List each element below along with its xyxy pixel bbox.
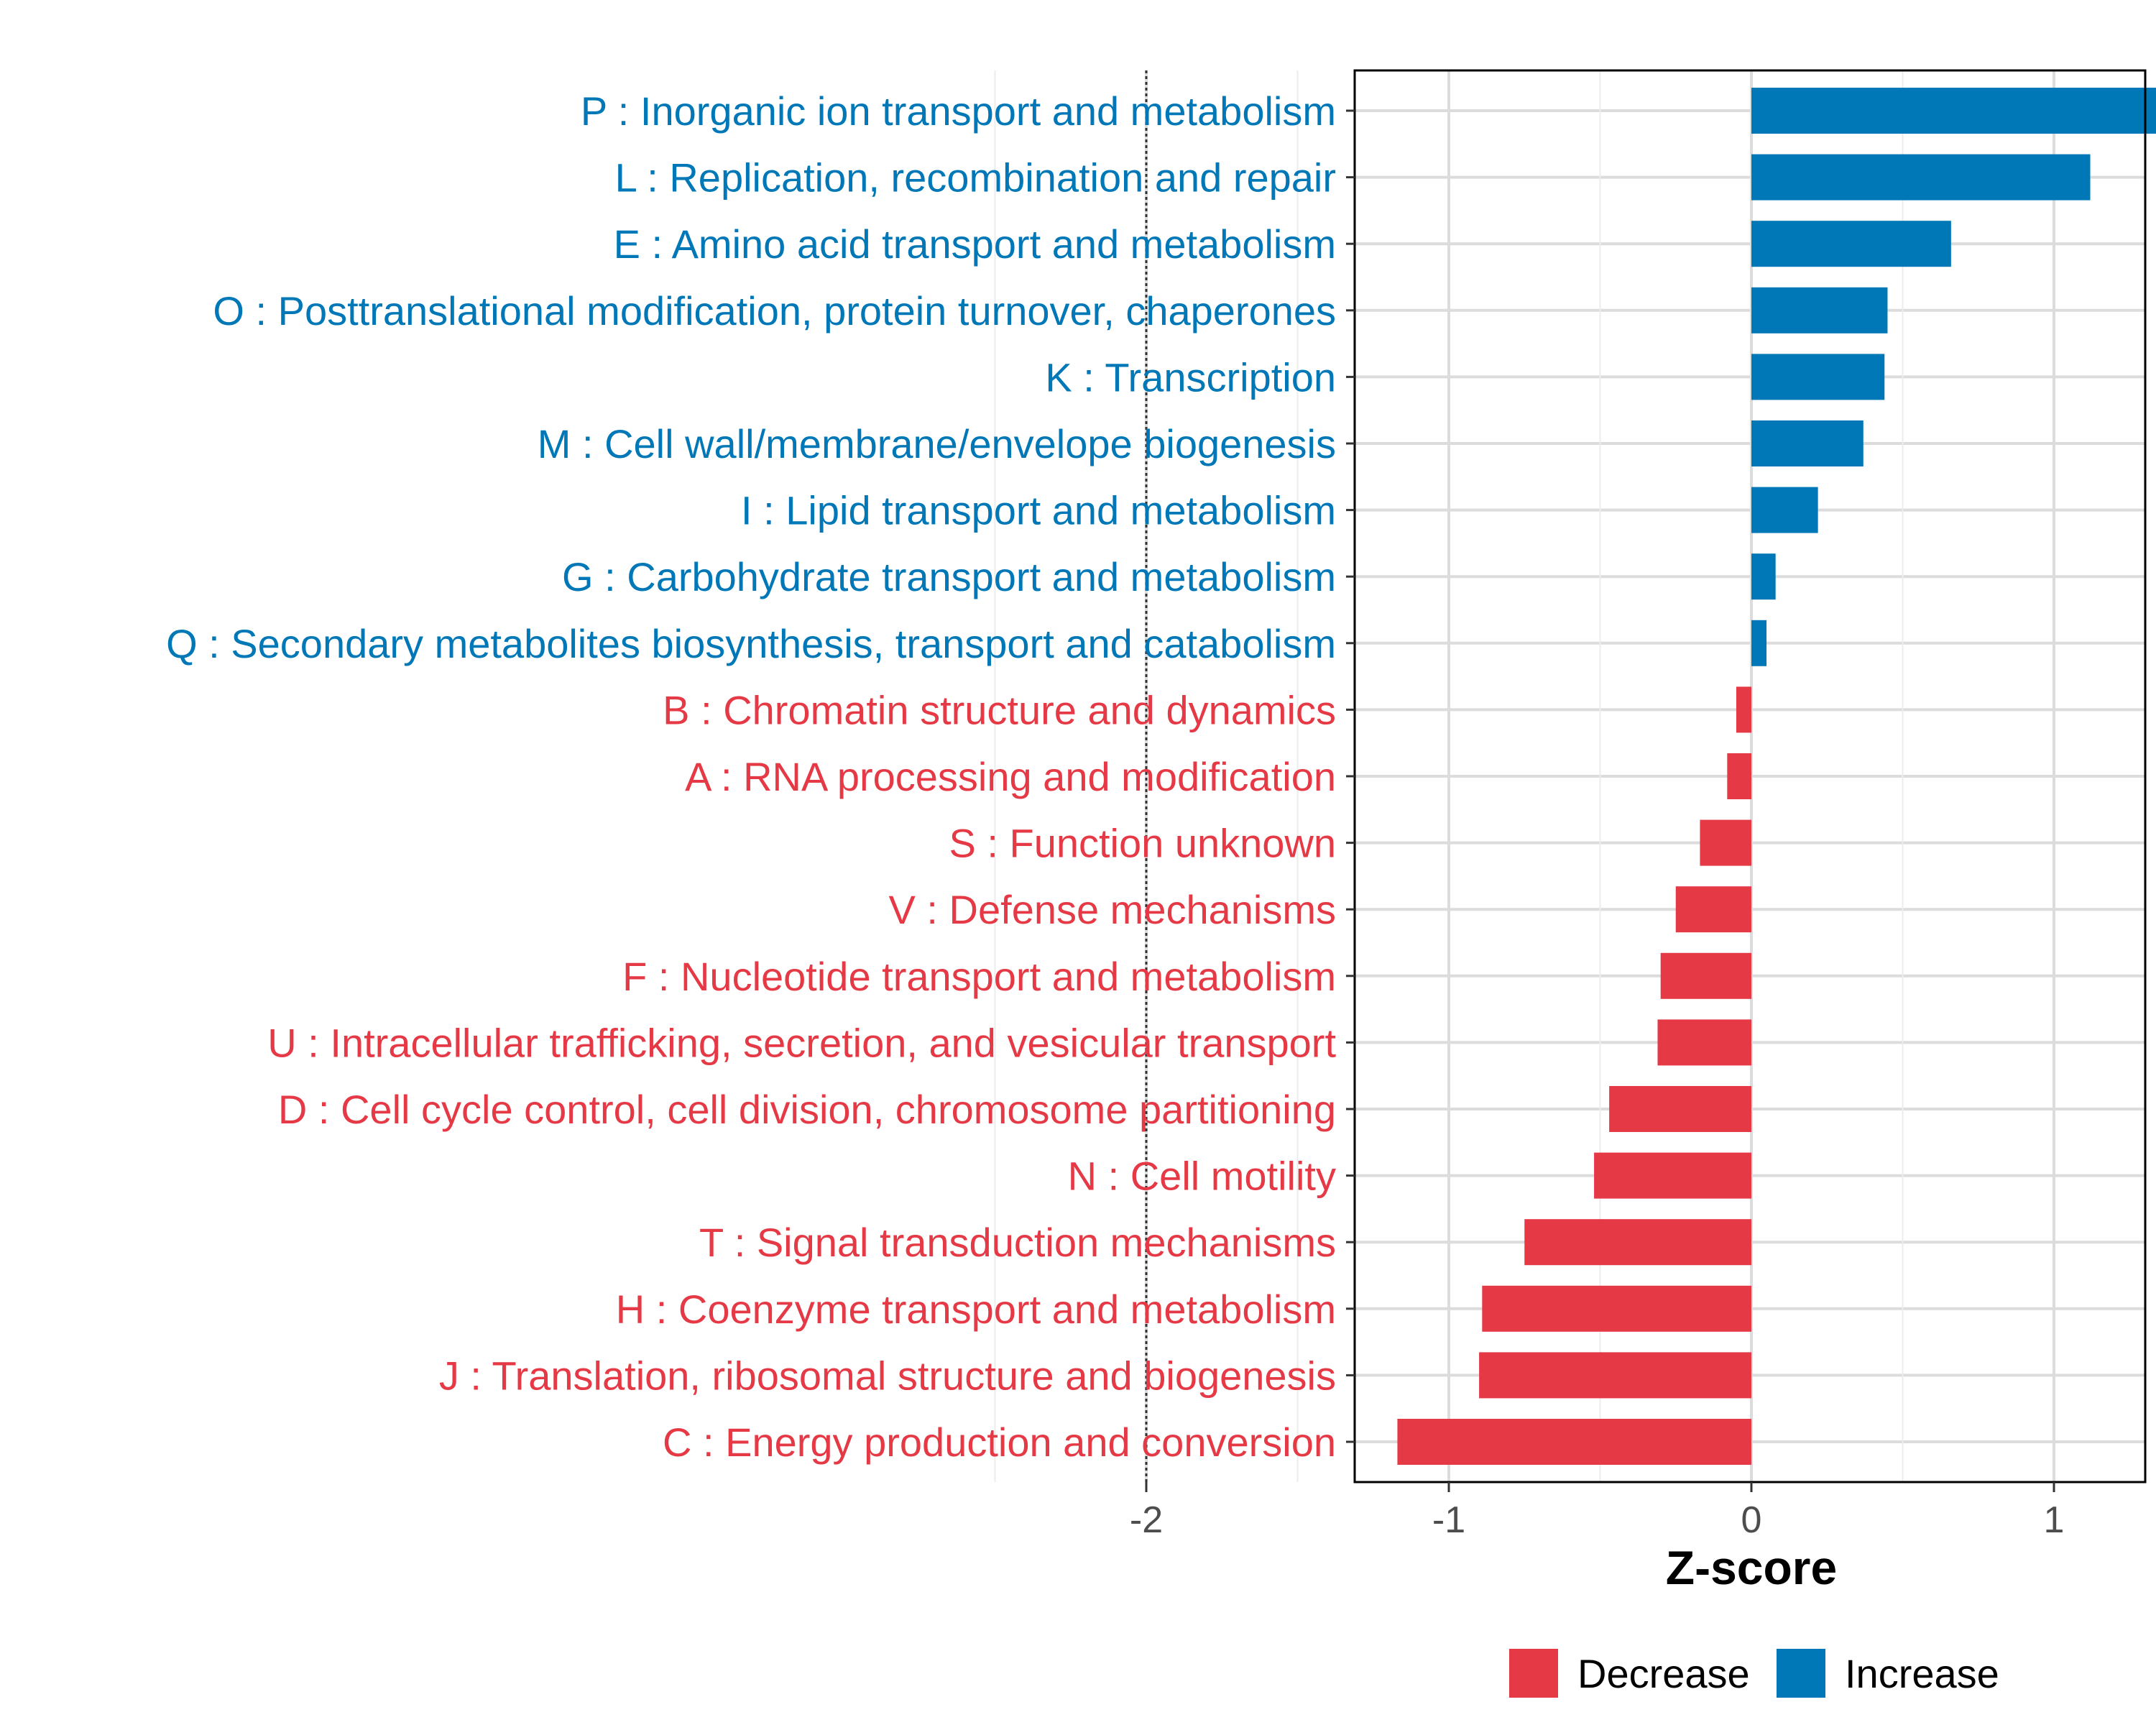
legend-swatch-increase xyxy=(1777,1649,1825,1698)
bar-increase xyxy=(1751,420,1864,466)
bar-decrease xyxy=(1482,1285,1751,1332)
x-axis: -2-1012 xyxy=(1130,1482,2065,1541)
x-tick-label: 0 xyxy=(1741,1499,1762,1541)
y-axis-labels: P : Inorganic ion transport and metaboli… xyxy=(166,88,1336,1465)
category-label: C : Energy production and conversion xyxy=(663,1420,1336,1465)
bar-increase xyxy=(1751,487,1818,533)
bar-decrease xyxy=(1736,686,1751,733)
bar-decrease xyxy=(1657,1019,1751,1066)
x-tick-label: 1 xyxy=(2044,1499,2065,1541)
bar-decrease xyxy=(1700,819,1751,866)
legend-label: Decrease xyxy=(1577,1651,1750,1696)
category-label: S : Function unknown xyxy=(949,821,1336,866)
bar-decrease xyxy=(1727,753,1751,799)
x-tick-label: -1 xyxy=(1432,1499,1465,1541)
bar-decrease xyxy=(1609,1086,1751,1132)
category-label: I : Lipid transport and metabolism xyxy=(741,488,1336,533)
bar-increase xyxy=(1751,287,1888,334)
bar-decrease xyxy=(1479,1352,1751,1399)
bar-decrease xyxy=(1660,952,1751,999)
category-label: K : Transcription xyxy=(1045,354,1336,400)
legend: Decrease Increase xyxy=(1509,1649,1999,1698)
category-label: V : Defense mechanisms xyxy=(889,887,1336,932)
category-label: F : Nucleotide transport and metabolism xyxy=(622,954,1336,999)
category-label: N : Cell motility xyxy=(1068,1154,1336,1199)
category-label: D : Cell cycle control, cell division, c… xyxy=(278,1087,1336,1132)
bar-decrease xyxy=(1594,1152,1751,1199)
category-label: P : Inorganic ion transport and metaboli… xyxy=(581,88,1336,134)
category-label: A : RNA processing and modification xyxy=(685,754,1336,799)
x-tick-label: -2 xyxy=(1130,1499,1163,1541)
bar-increase xyxy=(1751,88,2156,134)
category-label: E : Amino acid transport and metabolism xyxy=(614,221,1336,267)
bar-layer xyxy=(1397,88,2156,1465)
category-label: U : Intracellular trafficking, secretion… xyxy=(267,1020,1336,1065)
bar-increase xyxy=(1751,221,1951,267)
category-label: H : Coenzyme transport and metabolism xyxy=(616,1287,1336,1332)
bar-increase xyxy=(1751,553,1776,600)
bar-increase xyxy=(1751,354,1885,400)
bar-decrease xyxy=(1675,886,1751,933)
legend-label: Increase xyxy=(1845,1651,1999,1696)
category-label: B : Chromatin structure and dynamics xyxy=(663,687,1336,732)
category-label: G : Carbohydrate transport and metabolis… xyxy=(562,554,1336,599)
bar-decrease xyxy=(1524,1219,1751,1266)
category-label: J : Translation, ribosomal structure and… xyxy=(439,1353,1336,1398)
category-label: L : Replication, recombination and repai… xyxy=(615,155,1336,201)
category-label: T : Signal transduction mechanisms xyxy=(699,1220,1336,1265)
category-label: O : Posttranslational modification, prot… xyxy=(213,288,1336,334)
bar-increase xyxy=(1751,154,2091,201)
y-axis-ticks xyxy=(1346,109,1355,1443)
bar-increase xyxy=(1751,620,1767,666)
legend-swatch-decrease xyxy=(1509,1649,1558,1698)
x-axis-title: Z-score xyxy=(1666,1541,1837,1594)
category-label: M : Cell wall/membrane/envelope biogenes… xyxy=(538,421,1336,466)
category-label: Q : Secondary metabolites biosynthesis, … xyxy=(166,621,1336,666)
bar-decrease xyxy=(1397,1419,1751,1465)
